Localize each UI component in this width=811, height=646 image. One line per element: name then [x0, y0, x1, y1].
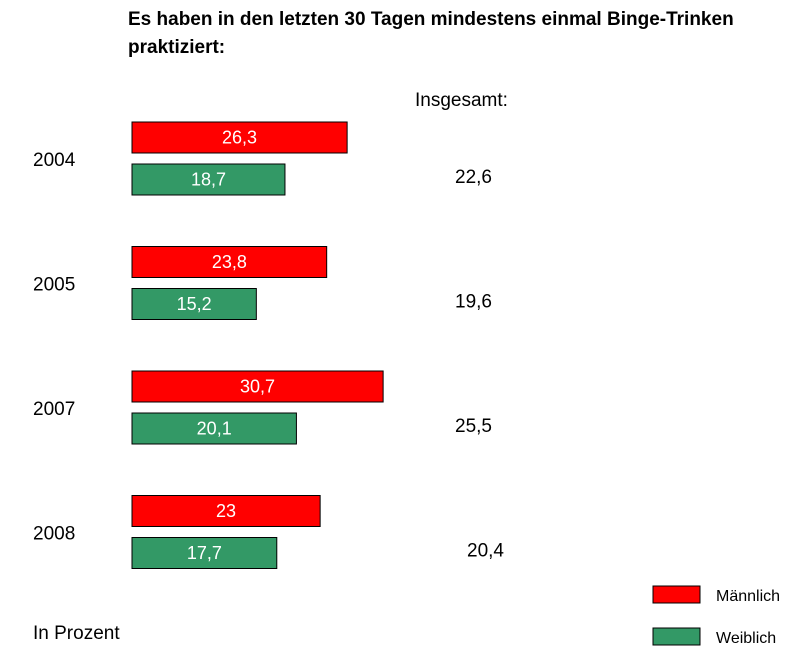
bar: [131, 495, 321, 527]
bar: [131, 537, 278, 569]
bar: [131, 163, 286, 196]
category-label: 2005: [33, 275, 75, 296]
legend-swatch: [652, 627, 701, 646]
bar-value-label: 15,2: [177, 294, 212, 314]
category-label: 2007: [33, 399, 75, 420]
bar-value-label: 26,3: [222, 127, 257, 147]
total-value: 20,4: [467, 541, 504, 562]
bar-value-label: 23,8: [212, 252, 247, 272]
bar: [131, 121, 348, 154]
legend-label: Weiblich: [716, 630, 776, 646]
bar-value-label: 30,7: [240, 376, 275, 396]
bar: [131, 288, 257, 320]
total-value: 25,5: [455, 416, 492, 437]
bar-value-label: 20,1: [197, 418, 232, 438]
bar-value-label: 23: [216, 501, 236, 521]
totals-header: Insgesamt:: [415, 90, 508, 111]
category-label: 2004: [33, 150, 76, 171]
unit-note: In Prozent: [33, 623, 120, 644]
legend-label: Männlich: [716, 588, 780, 605]
chart-title: Es haben in den letzten 30 Tagen mindest…: [128, 9, 734, 58]
total-value: 22,6: [455, 167, 492, 188]
category-label: 2008: [33, 524, 75, 545]
bar: [131, 412, 297, 445]
total-value: 19,6: [455, 292, 492, 313]
bar-value-label: 17,7: [187, 543, 222, 563]
legend-swatch: [652, 585, 701, 604]
title-box: Es haben in den letzten 30 Tagen mindest…: [128, 9, 734, 58]
bar: [131, 370, 384, 403]
bar: [131, 246, 328, 278]
bar-value-label: 18,7: [191, 169, 226, 189]
